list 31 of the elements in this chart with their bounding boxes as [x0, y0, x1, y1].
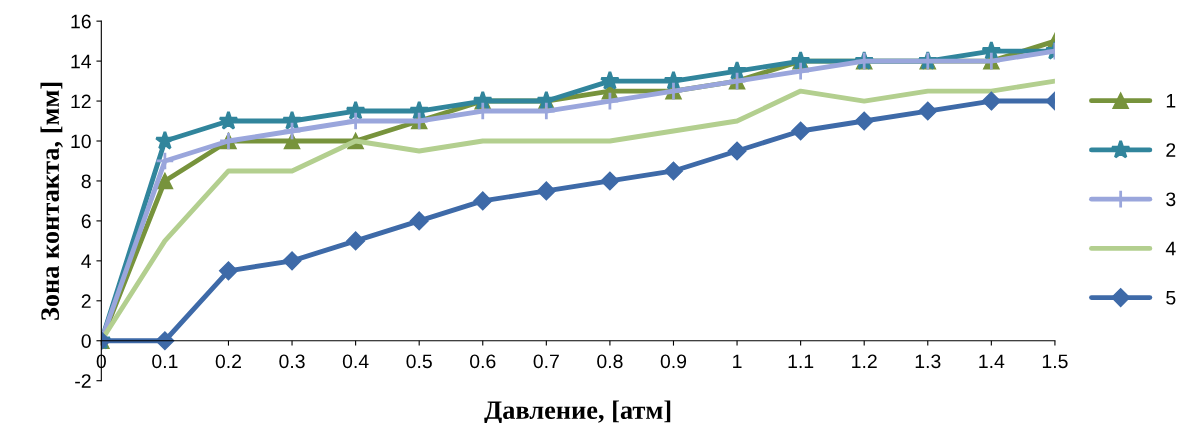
legend-label: 2 [1166, 143, 1176, 157]
x-tick-label: 1.2 [852, 354, 877, 369]
x-tick-label: 1.5 [1042, 354, 1068, 369]
x-tick-label: 1.4 [979, 354, 1005, 369]
legend-label: 3 [1166, 192, 1176, 207]
y-tick-label: 6 [81, 214, 91, 229]
y-tick-label: 8 [81, 174, 91, 189]
x-tick-label: 0.4 [342, 354, 369, 369]
legend-label: 4 [1165, 241, 1176, 256]
y-axis-title: Зона контакта, [мм] [40, 82, 63, 320]
x-tick-label: 0.2 [215, 354, 242, 369]
y-tick-label: 16 [71, 14, 91, 29]
y-tick-label: 0 [81, 334, 91, 348]
legend-label: 5 [1166, 291, 1176, 305]
y-tick-label: 4 [81, 254, 92, 268]
x-tick-label: 0.1 [152, 354, 178, 369]
legend-label: 1 [1166, 94, 1176, 108]
x-tick-label: 1.3 [915, 354, 941, 369]
y-tick-label: 2 [81, 294, 91, 308]
x-tick-label: 0.8 [597, 354, 623, 369]
y-tick-label: 12 [71, 94, 91, 109]
y-tick-label: 10 [71, 134, 91, 149]
x-tick-label: 0.6 [470, 354, 496, 369]
x-tick-label: 0.5 [406, 354, 432, 369]
x-tick-label: 0.9 [660, 354, 687, 369]
x-tick-label: 1.1 [788, 354, 814, 369]
y-tick-label: -2 [75, 374, 91, 388]
x-tick-label: 0.3 [279, 354, 305, 369]
y-tick-label: 14 [71, 54, 92, 69]
x-tick-label: 1 [733, 354, 742, 369]
x-tick-label: 0.7 [533, 354, 559, 369]
